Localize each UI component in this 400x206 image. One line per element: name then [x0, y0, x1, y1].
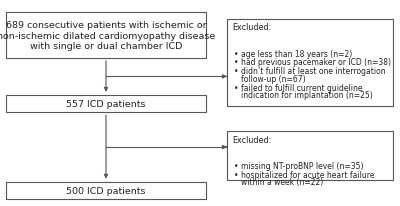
- Text: follow-up (n=67): follow-up (n=67): [241, 74, 305, 83]
- Text: 557 ICD patients: 557 ICD patients: [66, 99, 146, 109]
- Text: •: •: [234, 83, 238, 92]
- Text: 500 ICD patients: 500 ICD patients: [66, 186, 146, 195]
- Text: Excluded:: Excluded:: [232, 23, 271, 32]
- Text: age less than 18 years (n=2): age less than 18 years (n=2): [241, 49, 352, 58]
- Text: indication for implantation (n=25): indication for implantation (n=25): [241, 91, 372, 100]
- Text: failed to fulfill current guideline: failed to fulfill current guideline: [241, 83, 362, 92]
- Text: had previous pacemaker or ICD (n=38): had previous pacemaker or ICD (n=38): [241, 58, 390, 67]
- Text: missing NT-proBNP level (n=35): missing NT-proBNP level (n=35): [241, 161, 363, 170]
- Text: •: •: [234, 58, 238, 67]
- Text: •: •: [234, 170, 238, 179]
- Bar: [6, 95, 206, 113]
- Text: •: •: [234, 161, 238, 170]
- Bar: [227, 20, 393, 106]
- Text: •: •: [234, 67, 238, 76]
- Text: within a week (n=22): within a week (n=22): [241, 177, 323, 186]
- Bar: [6, 182, 206, 199]
- Bar: [6, 13, 206, 59]
- Text: didn’t fulfill at least one interrogation: didn’t fulfill at least one interrogatio…: [241, 67, 385, 76]
- Text: •: •: [234, 49, 238, 58]
- Text: hospitalized for acute heart failure: hospitalized for acute heart failure: [241, 170, 374, 179]
- Bar: [227, 131, 393, 180]
- Text: Excluded:: Excluded:: [232, 135, 271, 144]
- Text: 689 consecutive patients with ischemic or
non-ischemic dilated cardiomyopathy di: 689 consecutive patients with ischemic o…: [0, 21, 215, 51]
